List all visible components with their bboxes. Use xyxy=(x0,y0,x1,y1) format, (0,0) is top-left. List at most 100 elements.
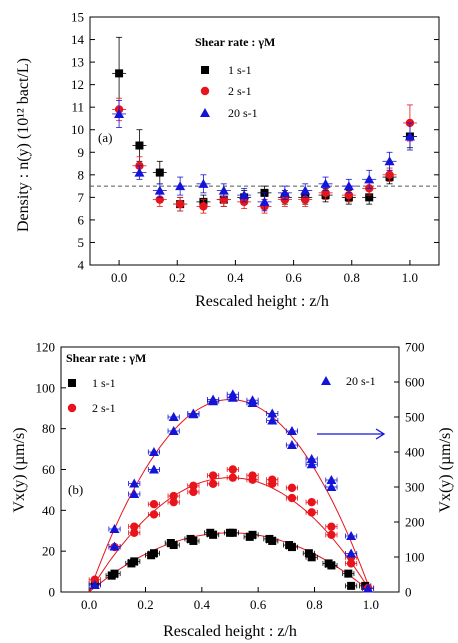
xtick-label-a: 0.2 xyxy=(169,270,185,285)
legend-b-label: 2 s-1 xyxy=(92,401,116,415)
point-b-square xyxy=(344,569,353,578)
legend-b-label: 1 s-1 xyxy=(92,376,116,390)
point-a-triangle xyxy=(300,185,311,195)
point-a-triangle xyxy=(343,181,354,191)
legend-a-label: 1 s-1 xyxy=(228,63,252,77)
ytick-label-b-right: 0 xyxy=(405,585,412,600)
point-b-circle xyxy=(149,510,159,519)
point-b-square xyxy=(189,536,198,545)
point-b-circle xyxy=(287,493,297,503)
point-b-triangle xyxy=(168,412,179,421)
point-b-circle xyxy=(189,487,198,497)
legend-a: Shear rate : γM 1 s-1 2 s-1 20 s-1 xyxy=(195,35,275,120)
ytick-label-a: 11 xyxy=(71,100,84,115)
ytick-label-a: 10 xyxy=(71,122,84,137)
legend-a-label: 2 s-1 xyxy=(228,84,252,98)
point-a-triangle xyxy=(218,185,229,195)
point-b-square xyxy=(248,530,257,539)
point-b-square xyxy=(130,557,139,566)
ytick-label-a: 15 xyxy=(71,10,84,25)
point-b-circle xyxy=(228,465,238,474)
point-b-triangle xyxy=(363,583,374,593)
legend-b-label: 20 s-1 xyxy=(346,374,376,388)
right-axis-arrow xyxy=(317,428,386,440)
ytick-label-b-right: 600 xyxy=(405,375,425,390)
point-a-square xyxy=(155,168,164,177)
point-b-square xyxy=(110,569,119,578)
legend-a-marker-triangle xyxy=(200,108,210,117)
legend-a-marker-square xyxy=(201,66,209,74)
xtick-label-b: 0.8 xyxy=(306,597,322,612)
point-a-circle xyxy=(175,199,185,209)
point-b-circle xyxy=(208,479,218,488)
point-b-square xyxy=(149,549,158,558)
point-b-triangle xyxy=(286,426,297,435)
point-a-square xyxy=(365,193,374,202)
ylabel-b-right: Vx(y) (µm/s) xyxy=(437,427,454,512)
point-b-circle xyxy=(130,528,139,537)
ytick-label-a: 5 xyxy=(78,235,85,250)
ylabel-b-left: Vx(y) (µm/s) xyxy=(11,427,28,512)
xtick-label-a: 0.8 xyxy=(344,270,360,285)
point-b-circle xyxy=(307,508,316,517)
point-b-triangle xyxy=(148,447,159,456)
point-b-circle xyxy=(208,471,218,480)
ylabel-a: Density : n(y) (10¹² bact/L) xyxy=(15,58,32,232)
point-a-square xyxy=(115,69,124,78)
point-b-circle xyxy=(169,491,178,501)
ytick-label-a: 8 xyxy=(78,167,85,182)
ytick-label-a: 12 xyxy=(71,77,84,92)
legend-b-marker-square xyxy=(68,379,76,387)
point-b-square xyxy=(287,543,296,552)
ytick-label-b-left: 100 xyxy=(36,380,56,395)
point-a-triangle xyxy=(239,190,250,200)
legend-b-marker-triangle xyxy=(321,376,331,385)
legend-a-marker-circle xyxy=(200,86,210,96)
ytick-label-b-left: 80 xyxy=(42,421,55,436)
point-b-triangle xyxy=(129,489,140,498)
point-b-square xyxy=(228,528,237,537)
ytick-label-a: 13 xyxy=(71,55,84,70)
panel-b-label: (b) xyxy=(68,482,83,497)
ytick-label-b-left: 120 xyxy=(36,340,56,355)
point-a-triangle xyxy=(198,178,209,188)
point-b-circle xyxy=(90,575,100,584)
xtick-label-a: 1.0 xyxy=(402,270,418,285)
point-b-triangle xyxy=(247,398,258,407)
point-a-circle xyxy=(385,170,394,180)
ytick-label-b-right: 500 xyxy=(405,410,425,425)
point-b-square xyxy=(169,541,178,550)
ytick-label-b-right: 200 xyxy=(405,515,425,530)
ytick-label-b-left: 0 xyxy=(49,585,56,600)
point-b-triangle xyxy=(109,541,120,551)
xlabel-b: Rescaled height : z/h xyxy=(163,623,297,640)
point-b-triangle xyxy=(109,524,120,533)
xlabel-a: Rescaled height : z/h xyxy=(195,293,329,310)
point-b-triangle xyxy=(346,548,357,558)
ytick-label-a: 4 xyxy=(78,258,85,273)
xtick-label-b: 0.0 xyxy=(81,597,97,612)
point-b-circle xyxy=(149,500,159,509)
ytick-label-b-left: 20 xyxy=(42,544,55,559)
legend-b-title: Shear rate : γM xyxy=(66,351,146,365)
xtick-label-b: 0.6 xyxy=(250,597,267,612)
point-b-triangle xyxy=(306,459,317,469)
point-b-circle xyxy=(327,522,336,531)
point-b-square xyxy=(304,549,313,558)
point-b-triangle xyxy=(168,426,179,435)
point-b-circle xyxy=(228,473,238,482)
point-b-circle xyxy=(346,559,356,568)
xtick-label-b: 0.4 xyxy=(194,597,211,612)
ytick-label-b-right: 400 xyxy=(405,445,425,460)
point-b-circle xyxy=(327,530,336,540)
point-b-circle xyxy=(268,479,277,488)
ytick-label-a: 6 xyxy=(78,212,85,227)
point-b-triangle xyxy=(326,482,337,491)
xtick-label-a: 0.0 xyxy=(111,270,127,285)
point-a-triangle xyxy=(134,167,145,177)
point-b-circle xyxy=(248,475,257,484)
ytick-label-a: 7 xyxy=(78,190,85,205)
panel-a: 0.0 0.2 0.4 0.6 0.8 1.0 4 5 6 7 8 9 10 11 12 13 14 15 (a)… xyxy=(15,10,440,310)
point-b-square xyxy=(268,536,277,545)
